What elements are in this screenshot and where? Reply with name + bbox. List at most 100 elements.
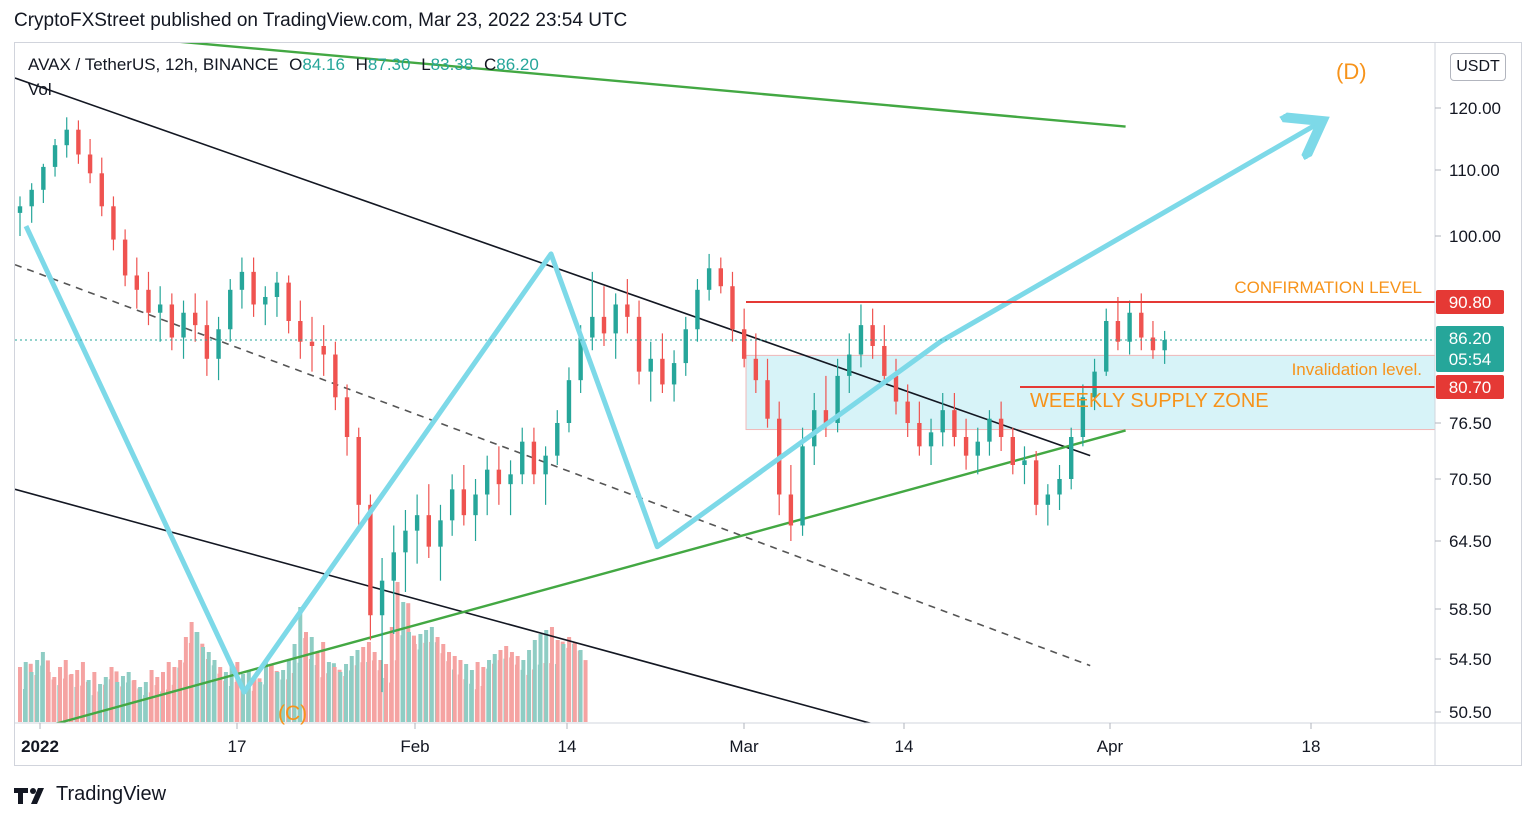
candle-body: [555, 423, 560, 456]
axes-layer: 50.50 54.50 58.50 64.50 70.50 76.50 100.00 110.…: [15, 43, 1521, 766]
confirmation-level-label: CONFIRMATION LEVEL: [1234, 278, 1422, 297]
wave-layer: [23, 124, 1318, 695]
price-tick-label: 64.50: [1449, 532, 1492, 551]
candle-body: [718, 268, 723, 287]
candle-body: [496, 469, 502, 485]
candle-body: [765, 380, 770, 419]
price-tick-label: 100.00: [1449, 227, 1501, 246]
volume-bar: [366, 642, 371, 722]
volume-bar: [338, 672, 343, 722]
candle-body: [485, 469, 490, 495]
candle-body: [157, 304, 163, 313]
volume-bar: [532, 640, 537, 722]
candle-body: [753, 358, 759, 381]
high-key: H: [355, 55, 368, 74]
volume-bar: [46, 672, 51, 722]
candle-body: [543, 455, 548, 475]
volume-bar: [195, 632, 200, 722]
candle-body: [963, 437, 969, 456]
volume-bar: [178, 660, 183, 722]
candle-body: [648, 358, 653, 372]
candle-body: [987, 418, 992, 442]
candle-body: [263, 296, 268, 305]
footer-brand: TradingView: [56, 783, 167, 805]
candle-body: [64, 129, 69, 146]
volume-bar: [538, 634, 543, 722]
volume-bar: [40, 652, 45, 722]
candle-body: [274, 282, 280, 297]
volume-bar: [109, 667, 114, 722]
candle-body: [531, 441, 537, 475]
volume-bar: [435, 637, 440, 722]
candle-body: [730, 286, 735, 330]
candle-body: [601, 316, 607, 334]
volume-bar: [292, 644, 297, 722]
close-key: C: [483, 55, 497, 74]
price-badge-label: 80.70: [1449, 378, 1492, 397]
volume-bar: [149, 670, 154, 722]
candle-body: [368, 504, 373, 616]
candle-body: [706, 268, 712, 290]
candle-body: [333, 354, 338, 398]
volume-bar: [487, 660, 492, 722]
candle-body: [403, 530, 408, 553]
candle-body: [321, 345, 326, 355]
candle-body: [461, 489, 467, 516]
candle-body: [356, 437, 361, 505]
candle-body: [1022, 460, 1027, 465]
publisher-line: CryptoFXStreet published on TradingView.…: [14, 10, 628, 31]
volume-bar: [395, 582, 400, 722]
volume-bar: [29, 672, 34, 722]
volume-bar: [567, 637, 572, 722]
volume-bar: [80, 662, 85, 722]
candle-body: [134, 275, 139, 290]
volume-bar: [372, 652, 377, 722]
candle-body: [835, 375, 840, 423]
candle-body: [438, 520, 443, 547]
candle-body: [800, 446, 805, 526]
volume-bar: [412, 644, 417, 722]
volume-bar: [86, 680, 91, 722]
volume-bar: [63, 660, 68, 722]
volume-bar: [246, 670, 251, 722]
annotations-layer: CONFIRMATION LEVEL Invalidation level. WEE…: [278, 59, 1422, 725]
candle-body: [928, 432, 934, 447]
volume-layer: [18, 582, 588, 722]
time-tick-label: 18: [1302, 737, 1321, 756]
trendline-triangle-top: [179, 43, 1126, 128]
volume-bar: [464, 664, 469, 722]
volume-bar: [332, 667, 337, 722]
candle-body: [52, 145, 58, 167]
candle-body: [1150, 337, 1156, 351]
candle-body: [379, 580, 385, 616]
volume-bar: [521, 660, 526, 722]
candle-body: [695, 289, 700, 330]
volume-bar: [549, 627, 554, 722]
candle-body: [741, 329, 747, 359]
volume-bar: [172, 667, 177, 722]
candle-body: [239, 271, 245, 290]
high-value: 87.30: [367, 55, 411, 74]
volume-bar: [229, 664, 234, 722]
candle-body: [216, 329, 221, 359]
volume-bar: [389, 627, 394, 722]
elliott-wave-path: [23, 124, 1318, 695]
volume-bar: [258, 682, 263, 722]
candle-body: [636, 316, 642, 372]
currency-button[interactable]: USDT: [1450, 53, 1506, 81]
volume-bar: [309, 637, 314, 722]
volume-bar: [458, 660, 463, 722]
candle-body: [917, 423, 922, 447]
trendlines-layer: [15, 43, 1126, 723]
candle-body: [426, 515, 431, 547]
price-tick-label: 54.50: [1449, 650, 1492, 669]
candle-body: [1057, 479, 1062, 495]
volume-bar: [578, 650, 583, 722]
price-tick-label: 50.50: [1449, 703, 1492, 722]
footer-branding[interactable]: TradingView: [14, 783, 166, 806]
candle-body: [590, 316, 595, 338]
candle-body: [975, 441, 980, 456]
time-tick-label: 2022: [21, 737, 59, 756]
trendline-triangle-bottom: [54, 429, 1126, 723]
